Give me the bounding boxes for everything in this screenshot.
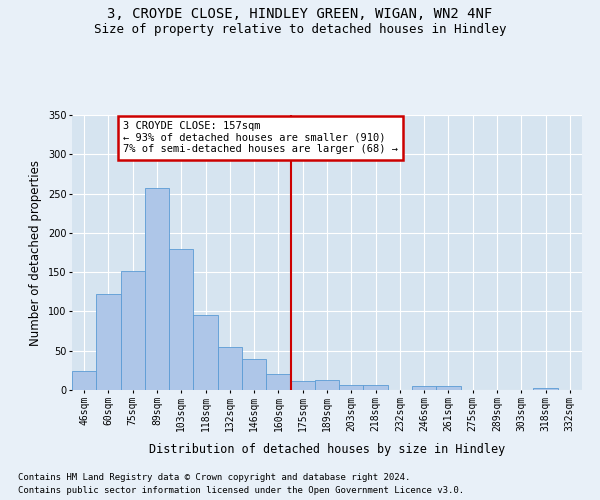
Text: Distribution of detached houses by size in Hindley: Distribution of detached houses by size … [149,442,505,456]
Bar [242,358,266,390]
Bar [315,380,339,390]
Bar [145,188,169,390]
Bar [96,294,121,390]
Y-axis label: Number of detached properties: Number of detached properties [29,160,42,346]
Bar [290,380,315,390]
Bar [533,388,558,390]
Bar [412,386,436,390]
Bar [72,371,96,390]
Bar [169,248,193,390]
Bar [364,386,388,390]
Text: Contains public sector information licensed under the Open Government Licence v3: Contains public sector information licen… [18,486,464,495]
Text: 3, CROYDE CLOSE, HINDLEY GREEN, WIGAN, WN2 4NF: 3, CROYDE CLOSE, HINDLEY GREEN, WIGAN, W… [107,8,493,22]
Bar [121,270,145,390]
Bar [436,386,461,390]
Text: 3 CROYDE CLOSE: 157sqm
← 93% of detached houses are smaller (910)
7% of semi-det: 3 CROYDE CLOSE: 157sqm ← 93% of detached… [123,122,398,154]
Text: Size of property relative to detached houses in Hindley: Size of property relative to detached ho… [94,22,506,36]
Bar [218,347,242,390]
Bar [266,374,290,390]
Text: Contains HM Land Registry data © Crown copyright and database right 2024.: Contains HM Land Registry data © Crown c… [18,472,410,482]
Bar [339,384,364,390]
Bar [193,314,218,390]
